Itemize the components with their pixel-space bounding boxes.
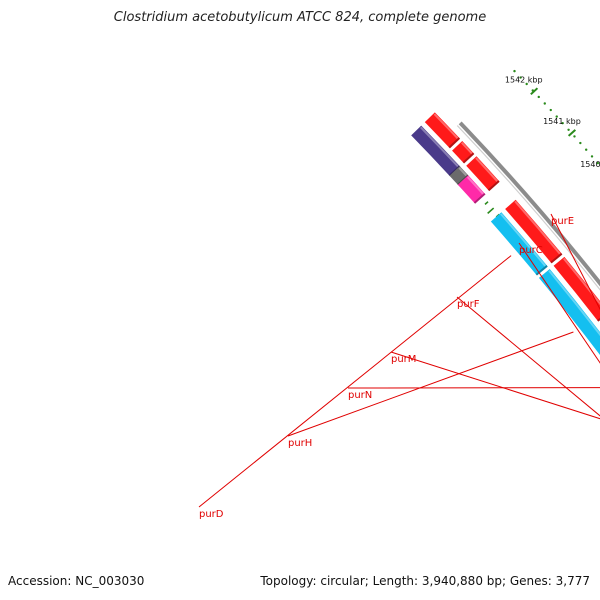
forward-gene-block-3 bbox=[505, 199, 562, 263]
forward-gene-block-1-end bbox=[462, 152, 475, 164]
map-title: Clostridium acetobutylicum ATCC 824, com… bbox=[113, 10, 487, 25]
accession-value: NC_003030 bbox=[75, 574, 145, 588]
ruler-dot bbox=[555, 115, 558, 118]
gene-leader-purH bbox=[287, 331, 574, 437]
forward-gene-block-0 bbox=[424, 112, 460, 148]
reverse-gene-block-1-highlight bbox=[548, 269, 600, 337]
ruler-dot bbox=[525, 82, 528, 86]
topology-info: Topology: circular; Length: 3,940,880 bp… bbox=[260, 574, 590, 588]
backbone-inner bbox=[456, 125, 600, 291]
gene-label-purE: purE bbox=[551, 216, 574, 227]
backbone-outer bbox=[458, 121, 600, 287]
tick-label-7: 1540 kbp bbox=[580, 160, 600, 169]
gene-leader-purM bbox=[390, 351, 600, 420]
gene-label-purC: purC bbox=[519, 245, 543, 256]
ruler-tick bbox=[487, 207, 495, 214]
ruler-dot bbox=[519, 76, 522, 79]
reverse-gene-block-0-end bbox=[535, 265, 548, 276]
gene-leader-purE bbox=[550, 213, 600, 311]
reverse-gene-block-1 bbox=[538, 268, 600, 356]
ruler-dot bbox=[584, 148, 588, 151]
forward-gene-block-2-end bbox=[487, 180, 500, 192]
genome-backbone bbox=[456, 121, 600, 291]
forward-gene-block-2 bbox=[466, 156, 499, 191]
ruler-dot bbox=[513, 69, 516, 73]
ruler-dot bbox=[537, 95, 540, 99]
ruler-dot bbox=[573, 135, 576, 138]
gene-leader-purD bbox=[198, 255, 512, 508]
ruler-dot bbox=[567, 128, 570, 131]
gene-leader-purC bbox=[518, 242, 600, 364]
gene-labels: purE purC purF purM purN purH purD bbox=[198, 213, 600, 520]
gene-label-purH: purH bbox=[288, 438, 312, 449]
gene-label-purF: purF bbox=[457, 299, 480, 310]
topology-text: Topology: circular; Length: 3,940,880 bp… bbox=[260, 574, 590, 588]
ruler-dot bbox=[579, 141, 582, 145]
magenta-gene-block bbox=[457, 175, 485, 204]
gene-label-purM: purM bbox=[391, 354, 416, 365]
magenta-gene-block-end bbox=[473, 192, 486, 204]
gene-label-purN: purN bbox=[348, 390, 372, 401]
ruler-dot bbox=[590, 155, 594, 158]
forward-gene-block-0-end bbox=[448, 137, 461, 149]
outer-dotted-ruler bbox=[513, 69, 600, 165]
ruler-dot bbox=[561, 121, 564, 125]
gene-leader-purF bbox=[456, 296, 600, 417]
forward-gene-block-4-highlight bbox=[562, 257, 600, 306]
ruler-dot bbox=[596, 161, 600, 165]
major-tick bbox=[530, 87, 539, 96]
ruler-tick bbox=[484, 201, 489, 205]
gene-label-purD: purD bbox=[199, 509, 224, 520]
gray-gene-block bbox=[449, 166, 469, 185]
accession-label: Accession: bbox=[8, 574, 72, 588]
purple-gene-block bbox=[411, 125, 460, 176]
forward-gene-block-3-end bbox=[550, 252, 563, 264]
major-tick bbox=[567, 129, 577, 137]
forward-gene-block-4 bbox=[553, 256, 600, 321]
ruler-dot bbox=[543, 102, 546, 105]
tick-labels: 533 kbp1534 kbp1535 kbp1536 kbp1537 kbp1… bbox=[505, 75, 600, 169]
ruler-dot bbox=[549, 108, 552, 112]
accession-info: Accession: NC_003030 bbox=[8, 574, 144, 588]
tick-label-9: 1542 kbp bbox=[505, 75, 543, 84]
tick-label-8: 1541 kbp bbox=[543, 117, 581, 126]
